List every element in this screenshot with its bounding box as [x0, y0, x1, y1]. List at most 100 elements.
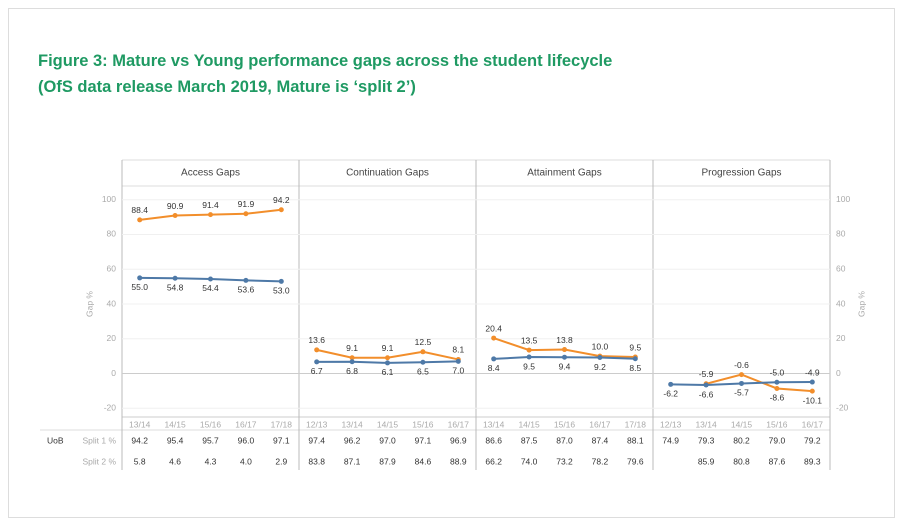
- data-point: [809, 388, 815, 394]
- table-cell: 95.4: [167, 435, 184, 445]
- table-cell: 79.0: [769, 435, 786, 445]
- row-label: Split 2 %: [82, 456, 116, 466]
- data-point: [243, 211, 249, 217]
- data-label: 8.5: [629, 363, 641, 373]
- data-label: 7.0: [452, 366, 464, 376]
- x-tick-label: 12/13: [306, 419, 328, 429]
- table-cell: 88.1: [627, 435, 644, 445]
- data-label: 6.8: [346, 366, 358, 376]
- x-tick-label: 17/18: [271, 419, 293, 429]
- x-tick-label: 14/15: [731, 419, 753, 429]
- table-cell: 79.6: [627, 456, 644, 466]
- data-point: [278, 278, 284, 284]
- data-label: -6.2: [663, 389, 678, 399]
- data-label: 9.2: [594, 362, 606, 372]
- table-cell: 95.7: [202, 435, 219, 445]
- y2-tick-label: 40: [836, 298, 846, 308]
- data-point: [420, 349, 426, 355]
- data-point: [632, 356, 638, 362]
- y-axis-label: Gap %: [856, 291, 866, 317]
- data-point: [809, 379, 815, 385]
- table-cell: 78.2: [592, 456, 609, 466]
- table-cell: 88.9: [450, 456, 467, 466]
- data-label: 6.1: [382, 367, 394, 377]
- data-point: [491, 335, 497, 341]
- data-label: 6.5: [417, 366, 429, 376]
- data-point: [172, 213, 178, 219]
- data-point: [739, 372, 744, 378]
- table-cell: 84.6: [415, 456, 432, 466]
- panel-title: Access Gaps: [181, 168, 240, 179]
- data-label: 20.4: [485, 323, 502, 333]
- y2-tick-label: 100: [836, 194, 850, 204]
- table-cell: 96.0: [238, 435, 255, 445]
- data-point: [278, 207, 284, 213]
- data-point: [314, 359, 320, 365]
- y-tick-label: 20: [107, 333, 117, 343]
- data-point: [243, 277, 249, 283]
- data-point: [703, 382, 709, 388]
- y-tick-label: 60: [107, 263, 117, 273]
- table-cell: 74.0: [521, 456, 538, 466]
- table-cell: 97.1: [415, 435, 432, 445]
- x-tick-label: 13/14: [129, 419, 151, 429]
- data-point: [562, 354, 567, 360]
- table-cell: 73.2: [556, 456, 573, 466]
- table-cell: 85.9: [698, 456, 715, 466]
- data-label: 13.6: [308, 335, 325, 345]
- table-cell: 87.0: [556, 435, 573, 445]
- data-label: 13.8: [556, 335, 573, 345]
- data-point: [172, 275, 178, 281]
- data-label: 12.5: [415, 337, 432, 347]
- table-cell: 87.9: [379, 456, 396, 466]
- data-label: -5.0: [770, 367, 785, 377]
- table-cell: 87.6: [769, 456, 786, 466]
- row-label: Split 1 %: [82, 435, 116, 445]
- data-point: [562, 347, 567, 353]
- table-cell: 97.0: [379, 435, 396, 445]
- x-tick-label: 15/16: [200, 419, 222, 429]
- panel-title: Attainment Gaps: [527, 168, 601, 179]
- data-label: 54.8: [167, 283, 184, 293]
- data-point: [385, 355, 390, 361]
- y-tick-label: 0: [111, 368, 116, 378]
- data-label: 9.1: [346, 343, 358, 353]
- table-cell: 96.2: [344, 435, 361, 445]
- table-cell: 80.2: [733, 435, 750, 445]
- data-label: 54.4: [202, 283, 219, 293]
- data-point: [455, 358, 461, 364]
- data-label: -8.6: [770, 393, 785, 403]
- data-label: 9.5: [629, 342, 641, 352]
- table-group: UoB: [47, 435, 64, 445]
- data-label: -5.7: [734, 388, 749, 398]
- y2-tick-label: 60: [836, 263, 846, 273]
- y-tick-label: -20: [104, 403, 117, 413]
- data-point: [208, 212, 213, 218]
- subtitle: (OfS data release March 2019, Mature is …: [38, 78, 416, 96]
- data-label: 6.7: [311, 366, 323, 376]
- data-label: 94.2: [273, 195, 290, 205]
- data-point: [739, 380, 744, 386]
- table-cell: 94.2: [131, 435, 148, 445]
- x-tick-label: 16/17: [235, 419, 257, 429]
- y-tick-label: 80: [107, 229, 117, 239]
- x-tick-label: 16/17: [589, 419, 611, 429]
- data-point: [349, 359, 355, 365]
- data-point: [526, 354, 532, 360]
- data-label: 8.4: [488, 363, 500, 373]
- x-tick-label: 14/15: [164, 419, 186, 429]
- data-label: 90.9: [167, 201, 184, 211]
- x-tick-label: 16/17: [802, 419, 824, 429]
- x-tick-label: 15/16: [766, 419, 788, 429]
- data-label: 53.0: [273, 286, 290, 296]
- y-tick-label: 100: [102, 194, 116, 204]
- frame: [8, 8, 895, 518]
- x-tick-label: 17/18: [625, 419, 647, 429]
- data-point: [774, 385, 780, 391]
- x-tick-label: 13/14: [695, 419, 717, 429]
- data-label: 9.1: [382, 343, 394, 353]
- data-point: [137, 275, 143, 281]
- table-cell: 97.4: [308, 435, 325, 445]
- y-tick-label: 40: [107, 298, 117, 308]
- panel-title: Progression Gaps: [701, 168, 781, 179]
